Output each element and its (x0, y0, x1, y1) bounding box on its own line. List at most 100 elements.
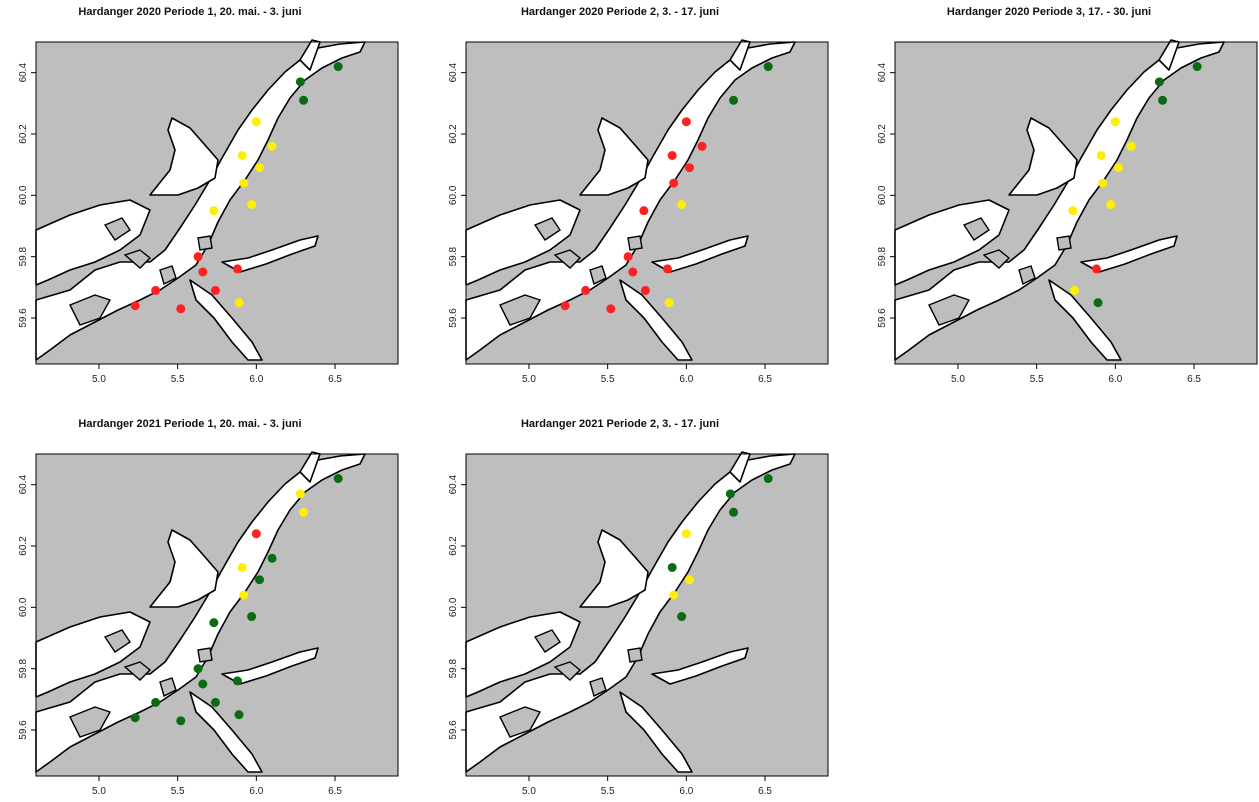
station-point-green (667, 562, 677, 572)
fjord-water (221, 647, 319, 685)
island (69, 294, 112, 326)
fjord-water (619, 691, 693, 773)
y-tick-label: 60.0 (877, 185, 888, 205)
map-content: 5.0 5.5 6.0 6.5 59.6 59.8 60.0 60.2 60.4 (877, 39, 1258, 385)
plot-frame (465, 453, 829, 777)
fjord-water (579, 529, 649, 608)
map-panel-2021-p2: Hardanger 2021 Periode 2, 3. - 17. juni … (430, 412, 829, 802)
station-point-yellow (669, 590, 679, 600)
island (103, 629, 131, 653)
fjord-water (465, 453, 796, 773)
map-content: 5.0 5.5 6.0 6.5 59.6 59.8 60.0 60.2 60.4 (18, 451, 399, 797)
station-point-green (729, 507, 739, 517)
x-tick-label: 5.5 (171, 786, 185, 797)
island (197, 647, 213, 663)
island (159, 265, 177, 286)
station-point-red (697, 141, 707, 151)
map-panel-2020-p2: Hardanger 2020 Periode 2, 3. - 17. juni … (430, 0, 829, 390)
station-point-red (251, 529, 261, 539)
station-point-yellow (234, 298, 244, 308)
map-plot: 5.0 5.5 6.0 6.5 59.6 59.8 60.0 60.2 60.4 (877, 39, 1258, 385)
x-tick-label: 6.5 (1187, 374, 1201, 385)
y-tick-label: 60.2 (448, 536, 459, 556)
x-tick-label: 6.0 (1108, 374, 1122, 385)
station-point-red (581, 285, 591, 295)
fjord-water (149, 529, 219, 608)
island (928, 294, 971, 326)
fjord-water (35, 41, 366, 361)
panel-title: Hardanger 2020 Periode 1, 20. mai. - 3. … (78, 6, 302, 18)
station-point-green (254, 575, 264, 585)
y-tick-label: 60.2 (18, 124, 29, 144)
island (123, 249, 152, 269)
x-tick-label: 5.0 (522, 374, 536, 385)
station-point-yellow (1069, 285, 1079, 295)
station-point-yellow (299, 507, 309, 517)
y-tick-label: 59.8 (18, 658, 29, 678)
station-point-red (193, 252, 203, 262)
station-point-yellow (267, 141, 277, 151)
plot-frame (465, 41, 829, 365)
fjord-water (1048, 279, 1122, 361)
island (553, 661, 582, 681)
fjord-water (894, 41, 1225, 361)
panel-title: Hardanger 2020 Periode 2, 3. - 17. juni (520, 6, 720, 18)
station-point-red (130, 301, 140, 311)
station-point-yellow (1096, 150, 1106, 160)
y-tick-label: 60.4 (448, 62, 459, 82)
station-point-yellow (664, 298, 674, 308)
station-point-green (763, 62, 773, 72)
x-tick-label: 6.0 (249, 374, 263, 385)
island (1056, 235, 1072, 251)
panel-title: Hardanger 2021 Periode 1, 20. mai. - 3. … (78, 418, 302, 430)
station-point-green (247, 612, 257, 622)
map-plot: 5.0 5.5 6.0 6.5 59.6 59.8 60.0 60.2 60.4 (18, 39, 399, 385)
station-point-red (684, 163, 694, 173)
fjord-water (149, 117, 219, 196)
y-tick-label: 60.4 (448, 474, 459, 494)
fjord-water (651, 647, 749, 685)
island (159, 677, 177, 698)
station-point-yellow (295, 489, 305, 499)
station-point-yellow (209, 206, 219, 216)
map-panel-2020-p1: Hardanger 2020 Periode 1, 20. mai. - 3. … (0, 0, 399, 390)
station-point-green (1158, 95, 1168, 105)
map-panel-2021-p1: Hardanger 2021 Periode 1, 20. mai. - 3. … (0, 412, 399, 802)
y-tick-label: 60.0 (18, 185, 29, 205)
x-tick-label: 5.0 (92, 374, 106, 385)
island (962, 217, 990, 241)
station-point-red (232, 264, 242, 274)
station-point-yellow (1110, 117, 1120, 127)
station-point-green (210, 697, 220, 707)
station-point-red (606, 304, 616, 314)
y-tick-label: 59.8 (448, 246, 459, 266)
station-point-yellow (237, 562, 247, 572)
panel-title: Hardanger 2021 Periode 2, 3. - 17. juni (520, 418, 720, 430)
station-point-yellow (247, 200, 257, 210)
station-point-green (1154, 77, 1164, 87)
station-point-green (267, 553, 277, 563)
y-tick-label: 59.6 (18, 308, 29, 328)
station-point-yellow (1106, 200, 1116, 210)
island (197, 235, 213, 251)
x-tick-label: 5.0 (951, 374, 965, 385)
map-content: 5.0 5.5 6.0 6.5 59.6 59.8 60.0 60.2 60.4 (448, 39, 829, 385)
station-point-yellow (237, 150, 247, 160)
station-point-green (295, 77, 305, 87)
x-tick-label: 6.0 (249, 786, 263, 797)
map-plot: 5.0 5.5 6.0 6.5 59.6 59.8 60.0 60.2 60.4 (448, 39, 829, 385)
station-point-green (725, 489, 735, 499)
x-tick-label: 6.5 (328, 786, 342, 797)
x-tick-label: 5.5 (171, 374, 185, 385)
station-point-red (639, 206, 649, 216)
fjord-water (1080, 235, 1178, 273)
y-tick-label: 59.6 (18, 720, 29, 740)
island (103, 217, 131, 241)
y-tick-label: 60.0 (448, 185, 459, 205)
station-point-green (232, 676, 242, 686)
station-point-yellow (251, 117, 261, 127)
island (499, 706, 542, 738)
x-tick-label: 6.5 (758, 786, 772, 797)
map-plot: 5.0 5.5 6.0 6.5 59.6 59.8 60.0 60.2 60.4 (18, 451, 399, 797)
y-tick-label: 59.8 (18, 246, 29, 266)
